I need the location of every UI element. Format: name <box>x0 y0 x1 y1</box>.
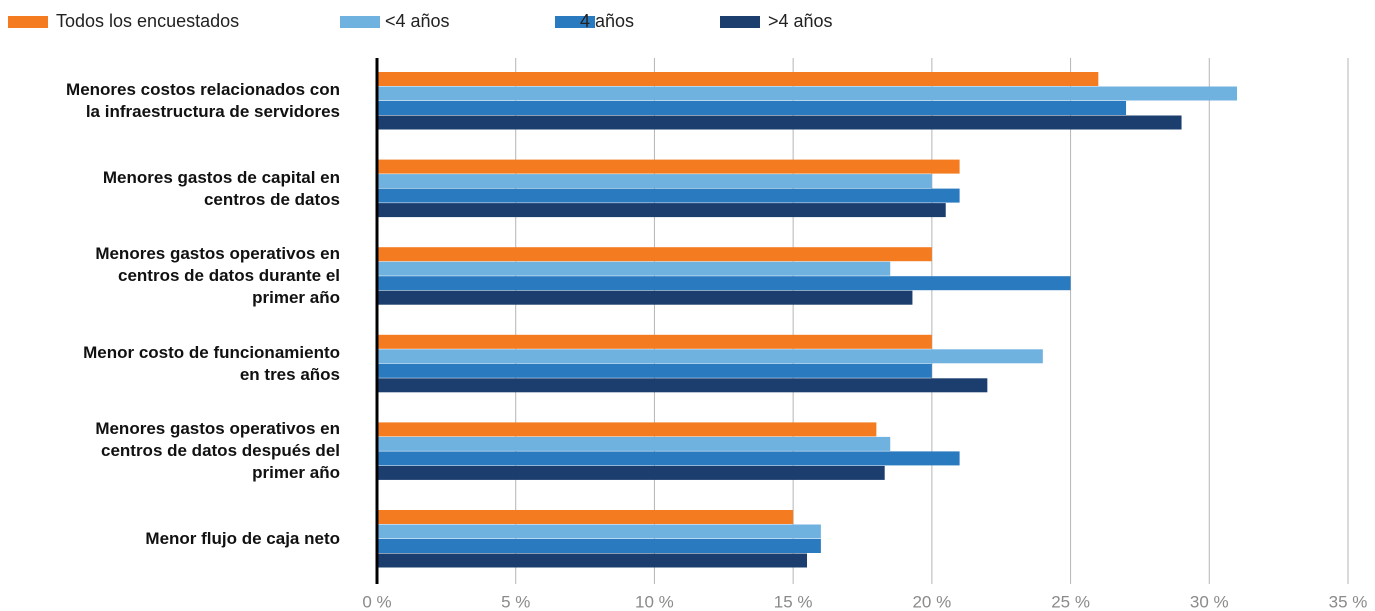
x-tick-label: 0 % <box>362 592 391 611</box>
category-label: Menores gastos de capital en centros de … <box>102 167 340 209</box>
bar <box>377 349 1043 364</box>
bar <box>377 510 794 524</box>
bar <box>377 290 913 305</box>
x-tick-label: 30 % <box>1190 592 1229 611</box>
bar <box>377 174 932 189</box>
bar <box>377 72 1099 86</box>
bar <box>377 378 988 393</box>
x-tick-label: 35 % <box>1329 592 1368 611</box>
category-label: Menores costos relacionados con la infra… <box>66 80 340 121</box>
x-tick-label: 10 % <box>635 592 674 611</box>
legend-swatch <box>720 16 760 28</box>
bar <box>377 203 946 218</box>
legend-swatch <box>555 16 595 28</box>
legend-label: 4 años <box>580 11 634 31</box>
legend-swatch <box>340 16 380 28</box>
category-label: Menores gastos operativos en centros de … <box>95 419 340 483</box>
legend-swatch <box>8 16 48 28</box>
category-label: Menores gastos operativos en centros de … <box>95 244 340 308</box>
x-tick-label: 20 % <box>912 592 951 611</box>
category-label: Menor flujo de caja neto <box>145 529 340 548</box>
bar <box>377 451 960 466</box>
bar <box>377 524 821 539</box>
bar <box>377 465 885 480</box>
bar <box>377 553 808 568</box>
bar <box>377 436 891 451</box>
x-tick-label: 25 % <box>1051 592 1090 611</box>
bar <box>377 334 932 349</box>
bar <box>377 247 932 262</box>
bar <box>377 86 1238 101</box>
bar <box>377 101 1127 115</box>
category-label: Menor costo de funcionamiento en tres añ… <box>83 342 340 384</box>
bar <box>377 422 877 437</box>
x-tick-label: 15 % <box>774 592 813 611</box>
legend-label: >4 años <box>768 11 833 31</box>
legend-label: Todos los encuestados <box>56 11 239 31</box>
legend-label: <4 años <box>385 11 450 31</box>
bar <box>377 539 821 553</box>
bar <box>377 159 960 174</box>
bar <box>377 261 891 276</box>
bar <box>377 276 1071 291</box>
bar <box>377 363 932 378</box>
x-tick-label: 5 % <box>501 592 530 611</box>
bar <box>377 188 960 203</box>
bar <box>377 115 1182 130</box>
